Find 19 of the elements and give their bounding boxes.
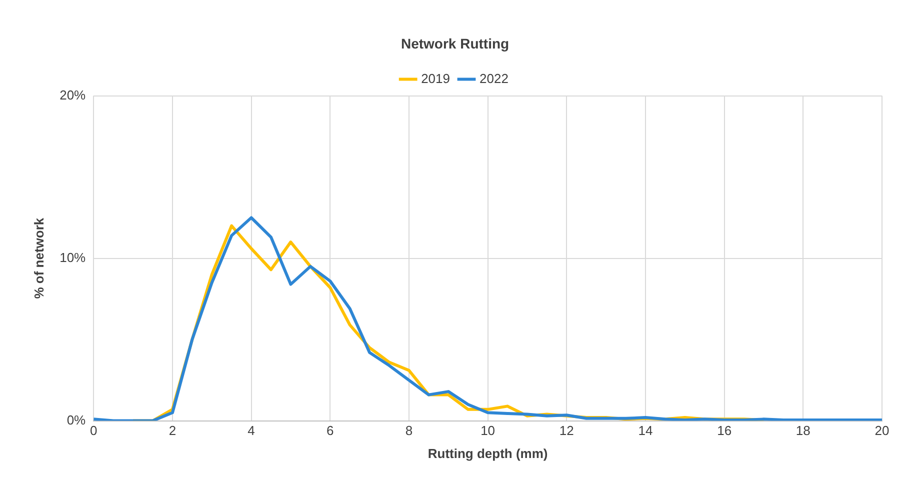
x-tick-label: 12 (559, 423, 574, 438)
y-tick-label: 10% (60, 250, 86, 265)
x-tick-label: 16 (717, 423, 732, 438)
x-tick-label: 18 (796, 423, 810, 438)
x-tick-label: 8 (405, 423, 413, 438)
x-tick-label: 14 (638, 423, 653, 438)
y-tick-label: 20% (60, 87, 86, 102)
legend-label: 2019 (421, 70, 450, 86)
y-tick-label: 0% (66, 412, 86, 428)
legend-label: 2022 (480, 70, 508, 86)
chart-title: Network Rutting (400, 35, 510, 52)
x-tick-label: 6 (326, 423, 334, 438)
x-tick-label: 10 (480, 423, 496, 438)
x-axis-title: Rutting depth (mm) (428, 446, 548, 461)
x-tick-label: 20 (874, 423, 890, 438)
y-axis-title: % of network (31, 217, 46, 299)
x-tick-label: 4 (248, 423, 255, 438)
x-tick-label: 2 (168, 423, 176, 438)
x-tick-label: 0 (90, 423, 98, 438)
